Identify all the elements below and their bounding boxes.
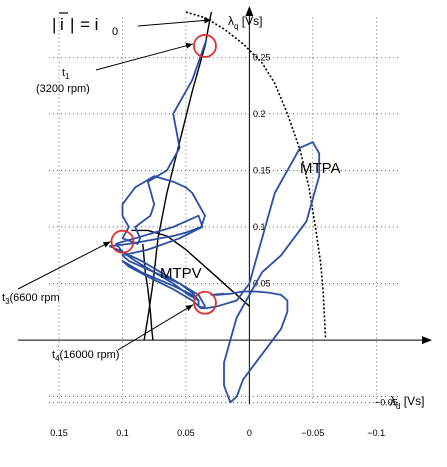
t4-arrow-line [117,304,194,351]
mtpa-label: MTPA [300,160,341,177]
t1-arrow-head [185,42,193,49]
x-axis-title: λd [Vs] [390,394,424,411]
x-axis-arrowhead [422,336,432,345]
svg-text:= i: = i [80,15,98,34]
t3-label: t3(6600 rpm [2,292,60,306]
t1-arrow-line [95,43,194,71]
svg-text:0: 0 [112,26,118,38]
axes: 0.15 0.1 0.05 0 −0.05 −0.1 −0.05 0.05 0.1 0.15 0.2… [18,6,432,438]
y-tick-label: 0.15 [253,165,271,175]
x-tick-label: −0.1 [367,428,385,438]
svg-text:|: | [70,15,74,34]
svg-text:t1: t1 [62,67,70,81]
y-tick-label: 0.05 [253,279,271,289]
t3-arrow-line [17,241,111,290]
series-line-1 [131,229,250,307]
y-axis-arrowhead [245,6,254,16]
mtpv-label: MTPV [160,265,202,282]
marker-group [110,34,217,315]
x-tick-label: −0.05 [301,428,324,438]
x-tick-label: 0.05 [177,428,195,438]
series-line-4 [108,39,321,404]
y-tick-label: 0.25 [253,52,271,62]
annotation-arrows [17,17,212,351]
svg-text:t4(16000 rpm): t4(16000 rpm) [52,349,119,363]
current-arrow-line [137,19,212,27]
svg-text:(3200 rpm): (3200 rpm) [36,83,90,95]
svg-text:|: | [52,15,56,34]
t4-label: t4(16000 rpm) [52,349,119,363]
svg-text:t3(6600 rpm: t3(6600 rpm [2,292,60,306]
t1-label: t1 (3200 rpm) [36,67,90,95]
y-axis-title: λq [Vs] [228,14,262,31]
current-limit-label: | i | = i 0 [52,12,118,38]
series-group [108,11,327,404]
y-tick-label: 0.2 [253,109,266,119]
svg-text:i: i [60,15,64,34]
y-tick-label: −0.05 [375,397,398,407]
x-tick-label: 0.15 [50,428,68,438]
current-arrow-head [204,17,212,24]
t3-arrow-head [102,241,111,248]
series-line-0 [185,11,327,338]
y-tick-label: 0.1 [253,222,266,232]
t4-arrow-head [185,304,193,311]
x-tick-label: 0 [247,428,252,438]
grid [48,17,400,403]
t1-marker [193,34,217,58]
t3-marker [110,229,135,254]
x-tick-label: 0.1 [116,428,129,438]
t4-marker [193,290,217,315]
